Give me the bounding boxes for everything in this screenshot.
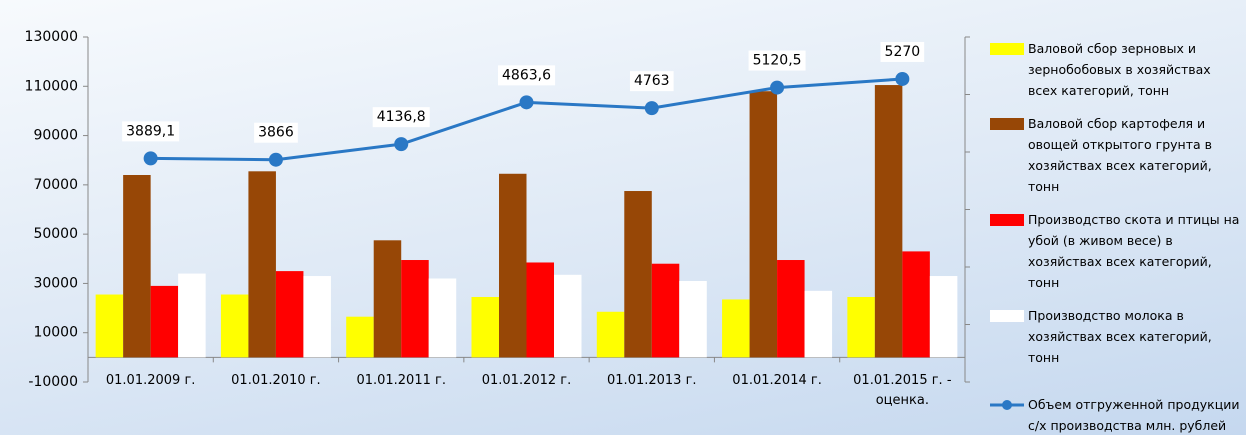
data-label-text: 4136,8 — [377, 109, 426, 125]
legend-text: Объем отгруженной продукции с/х производ… — [1028, 397, 1240, 433]
legend-marker — [1002, 400, 1012, 410]
x-tick-label: 01.01.2009 г. — [105, 373, 196, 389]
data-label-box — [748, 50, 806, 71]
data-label-text: 3866 — [258, 125, 294, 141]
marker — [394, 137, 409, 152]
bar — [471, 296, 499, 358]
y-tick-label: 50000 — [33, 226, 78, 242]
bar — [929, 276, 958, 358]
marker — [895, 71, 910, 86]
bar — [275, 271, 304, 358]
marker — [143, 151, 158, 166]
line — [150, 77, 903, 162]
data-label: 4136,8 — [372, 107, 430, 128]
bar — [401, 260, 429, 358]
y-tick-label: 110000 — [25, 78, 78, 94]
bar — [847, 296, 875, 358]
data-label: 3889,1 — [122, 121, 180, 142]
legend-item: Валовой сбор картофеля и овощей открытог… — [990, 113, 1240, 197]
marker — [519, 95, 534, 110]
data-label-box — [254, 122, 298, 143]
bar — [123, 175, 151, 358]
data-label-box — [498, 65, 556, 86]
x-tick-label: 01.01.2014 г. — [732, 373, 822, 389]
legend-text: Производство скота и птицы на убой (в жи… — [1028, 212, 1240, 290]
bar — [303, 276, 331, 358]
legend-item: Валовой сбор зерновых и зернобобовых в х… — [990, 38, 1240, 101]
data-label: 4863,6 — [498, 65, 556, 86]
legend-swatch — [990, 214, 1024, 226]
data-label: 4763 — [629, 71, 674, 92]
bar — [554, 274, 582, 358]
bar — [248, 171, 276, 358]
y-tick-label: 70000 — [33, 177, 78, 193]
data-label-text: 5120,5 — [753, 53, 802, 69]
data-label: 5270 — [880, 41, 925, 62]
data-label-text: 3889,1 — [126, 123, 175, 139]
data-label-box — [372, 107, 430, 128]
bar — [499, 173, 527, 358]
y-tick-label: 10000 — [33, 325, 78, 341]
marker — [268, 152, 283, 167]
legend-swatch — [990, 400, 1024, 410]
y-tick-label: 130000 — [25, 29, 78, 45]
data-label: 3866 — [254, 122, 298, 143]
bar — [373, 240, 402, 358]
legend-text: Производство молока в хозяйствах всех ка… — [1028, 308, 1212, 365]
legend-text: Валовой сбор картофеля и овощей открытог… — [1028, 116, 1212, 194]
marker — [644, 101, 659, 116]
bar — [722, 299, 750, 358]
bar — [596, 311, 625, 358]
bar — [346, 316, 374, 358]
bar — [220, 294, 249, 358]
y-tick-label: -10000 — [28, 374, 78, 390]
legend-swatch — [990, 43, 1024, 55]
x-tick-label: 01.01.2013 г. — [607, 373, 697, 389]
bar — [150, 285, 179, 358]
y-tick-label: 90000 — [33, 128, 78, 144]
bar — [428, 278, 457, 358]
bar — [679, 280, 707, 358]
data-label: 5120,5 — [748, 50, 806, 71]
x-tick-label: 01.01.2011 г. — [356, 373, 446, 389]
legend: Валовой сбор зерновых и зернобобовых в х… — [990, 38, 1240, 435]
data-label-box — [629, 71, 674, 92]
bar — [804, 290, 833, 358]
bar — [902, 251, 930, 358]
x-tick-label: 01.01.2010 г. — [231, 373, 321, 389]
marker — [770, 80, 785, 95]
x-tick-label: 01.01.2015 г. - оценка. — [853, 373, 952, 409]
data-label-box — [122, 121, 180, 142]
data-label-text: 4763 — [634, 73, 670, 89]
data-label-text: 4863,6 — [502, 67, 551, 83]
data-label-box — [880, 41, 925, 62]
bar — [651, 263, 680, 358]
legend-item: Объем отгруженной продукции с/х производ… — [990, 394, 1240, 435]
bar — [178, 273, 206, 358]
bar — [777, 260, 805, 358]
legend-item: Производство молока в хозяйствах всех ка… — [990, 305, 1240, 368]
bar — [526, 262, 554, 358]
data-label-text: 5270 — [885, 44, 921, 60]
bar — [874, 85, 903, 358]
bar — [95, 294, 124, 358]
legend-swatch — [990, 310, 1024, 322]
y-tick-label: 30000 — [33, 275, 78, 291]
legend-item: Производство скота и птицы на убой (в жи… — [990, 209, 1240, 293]
x-tick-label: 01.01.2012 г. — [481, 373, 572, 389]
legend-text: Валовой сбор зерновых и зернобобовых в х… — [1028, 41, 1211, 98]
bar — [749, 91, 778, 358]
legend-swatch — [990, 118, 1024, 130]
bar — [624, 191, 652, 358]
